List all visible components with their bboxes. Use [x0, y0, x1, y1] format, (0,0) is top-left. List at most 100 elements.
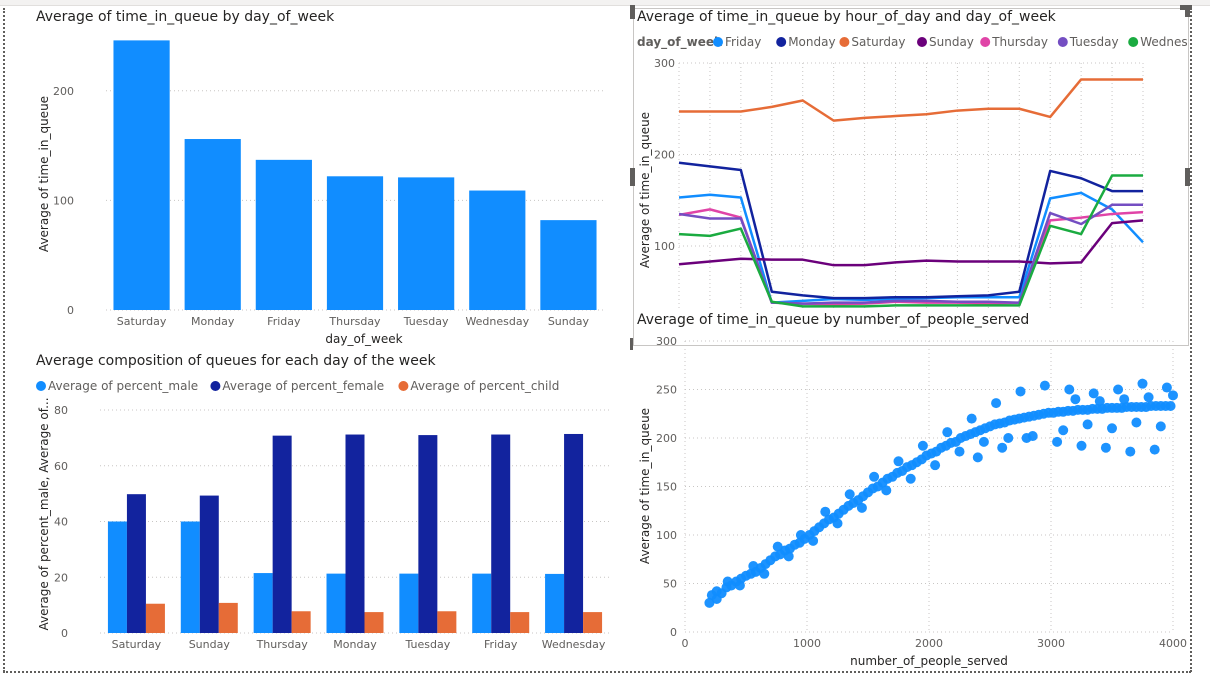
legend-label: Monday: [788, 35, 835, 49]
legend-marker: [713, 37, 723, 47]
x-tick-label: Monday: [191, 315, 235, 328]
series-lines: [679, 78, 1144, 308]
scatter-point: [881, 485, 892, 496]
legend-label: Thursday: [991, 35, 1048, 49]
bar-chart-visual[interactable]: Average of time_in_queue by day_of_week …: [8, 2, 630, 348]
scatter-chart: Average of time_in_queue by number_of_pe…: [637, 312, 1187, 668]
resize-handle[interactable]: [630, 168, 635, 186]
scatter-point: [1113, 384, 1124, 395]
grouped-bar-chart: Average composition of queues for each d…: [36, 353, 610, 651]
scatter-point: [1155, 421, 1166, 432]
scatter-point: [1039, 380, 1050, 391]
legend-label: Saturday: [851, 35, 905, 49]
scatter-point: [772, 541, 783, 552]
scatter-point: [808, 535, 819, 546]
scatter-point: [1076, 440, 1087, 451]
legend-marker: [398, 381, 409, 391]
x-tick-label: Monday: [333, 638, 377, 651]
bar: [255, 159, 312, 310]
scatter-point: [954, 446, 965, 457]
scatter-point: [942, 427, 953, 438]
y-tick-label: 300: [656, 335, 677, 348]
legend-label: Wednesday: [1140, 35, 1188, 49]
bar: [291, 611, 311, 633]
x-tick-label: Wednesday: [465, 315, 529, 328]
legend-label: Average of percent_child: [410, 379, 559, 393]
bar: [113, 40, 170, 310]
x-tick-label: Tuesday: [404, 638, 450, 651]
scatter-point: [1021, 433, 1032, 443]
y-tick-label: 250: [656, 384, 677, 397]
legend-label: Friday: [725, 35, 761, 49]
scatter-point: [722, 576, 733, 587]
legend-marker: [917, 37, 927, 47]
y-axis-title: Average of time_in_queue: [638, 408, 652, 564]
grouped-bar-chart-visual[interactable]: Average composition of queues for each d…: [8, 348, 630, 668]
bar: [326, 176, 384, 310]
bar: [145, 603, 165, 633]
y-tick-label: 50: [663, 578, 677, 591]
x-tick-label: 1000: [793, 637, 821, 650]
x-tick-label: 2000: [915, 637, 943, 650]
legend-marker: [776, 37, 787, 47]
legend: Average of percent_male Average of percen…: [36, 379, 559, 393]
scatter-point: [856, 502, 867, 513]
resize-handle[interactable]: [630, 338, 633, 350]
bar: [583, 612, 603, 633]
scatter-point: [844, 489, 855, 500]
scatter-point: [972, 452, 983, 463]
scatter-point: [1058, 425, 1069, 436]
bar: [418, 435, 438, 633]
bar: [398, 177, 455, 310]
scatter-point: [1094, 396, 1105, 407]
window-top-bar: [0, 0, 1210, 6]
scatter-point: [1064, 384, 1075, 395]
scatter-chart-visual[interactable]: Average of time_in_queue by number_of_pe…: [633, 306, 1188, 670]
bar: [472, 573, 492, 633]
scatter-point: [869, 471, 880, 482]
legend-label: Average of percent_male: [48, 379, 198, 393]
bar: [180, 521, 200, 633]
scatter-point: [997, 442, 1008, 453]
scatter-point: [917, 440, 928, 451]
x-axis-title: day_of_week: [325, 332, 402, 346]
legend-marker: [36, 381, 46, 391]
scatter-point: [783, 551, 794, 562]
y-tick-label: 100: [656, 529, 677, 542]
bar: [253, 573, 273, 633]
legend-marker: [1128, 37, 1139, 47]
scatter-point: [1003, 433, 1014, 443]
scatter-point: [1100, 442, 1111, 453]
scatter-point: [704, 597, 715, 608]
resize-handle[interactable]: [1185, 168, 1190, 186]
scatter-point: [1082, 419, 1093, 430]
scatter-point: [1131, 417, 1142, 428]
bar-chart-marks: 0 100 200 Saturday Monday Friday Thursday Tuesd…: [53, 40, 604, 328]
y-axis-title: Average of time_in_queue: [638, 112, 652, 268]
chart-title: Average of time_in_queue by number_of_pe…: [637, 312, 1029, 328]
scatter-point: [1168, 390, 1178, 401]
bar: [399, 573, 419, 633]
scatter-point: [1015, 386, 1026, 397]
scatter-point: [1088, 388, 1099, 399]
bar: [437, 611, 457, 633]
y-tick-label: 200: [656, 432, 677, 445]
x-tick-label: 4000: [1159, 637, 1187, 650]
bar: [564, 433, 584, 633]
bar: [272, 435, 292, 633]
line-chart-visual[interactable]: Average of time_in_queue by hour_of_day …: [633, 2, 1188, 310]
resize-handle[interactable]: [630, 5, 635, 19]
x-tick-label: Thursday: [328, 315, 381, 328]
scatter-point: [978, 436, 989, 447]
scatter-point: [1137, 378, 1148, 389]
scatter-point: [1165, 400, 1176, 411]
scatter-point: [1143, 392, 1154, 403]
resize-handle[interactable]: [1185, 5, 1190, 17]
series-line-monday: [679, 161, 1143, 300]
y-axis-title: Average of time_in_queue: [37, 96, 51, 252]
x-tick-label: Saturday: [112, 638, 162, 651]
scatter-point: [1149, 444, 1160, 455]
bar: [126, 494, 146, 633]
bar: [218, 602, 238, 633]
series-line-saturday: [679, 78, 1143, 122]
